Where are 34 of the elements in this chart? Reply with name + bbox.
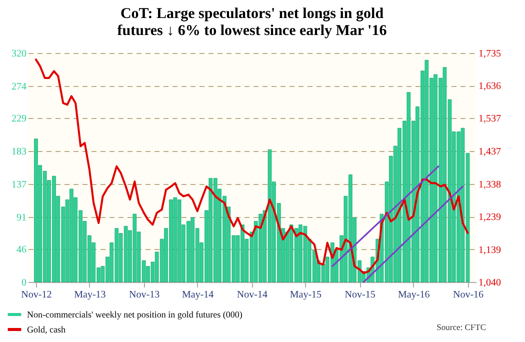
bar	[34, 138, 38, 282]
y2-tick-label: 1,338	[478, 179, 501, 190]
x-tick-label: May-13	[74, 290, 106, 300]
y-tick-label: 183	[12, 146, 26, 158]
y-tick-label: 274	[12, 81, 26, 92]
line-series	[34, 58, 469, 274]
y2-tick-label: 1,139	[478, 244, 501, 256]
y-tick-label: 0	[22, 278, 26, 288]
y2-tick-label: 1,040	[478, 278, 501, 288]
x-tick-label: Nov-16	[452, 290, 484, 300]
x-tick-label: May-15	[290, 290, 322, 300]
chart-title: CoT: Large speculators' net longs in gold futures ↓ 6% to lowest since early Mar '16	[117, 6, 388, 39]
bar	[70, 188, 74, 282]
x-tick-label: May-16	[398, 290, 430, 300]
y-tick-label: 137	[12, 179, 26, 190]
y2-tick-label: 1,735	[478, 48, 501, 60]
y-tick-label: 46	[16, 244, 26, 256]
source-note: Source: CFTC	[436, 322, 486, 332]
y2-tick-label: 1,537	[478, 114, 501, 125]
bar	[177, 200, 182, 282]
y2-tick-label: 1,239	[478, 212, 501, 223]
y2-tick-label: 1,437	[478, 146, 501, 158]
y-tick-label: 320	[12, 48, 26, 60]
legend-label: Non-commercials' weekly net position in gold futures (000)	[27, 310, 242, 320]
x-tick-label: Nov-14	[236, 290, 268, 300]
x-tick-label: May-14	[182, 290, 214, 300]
x-tick-label: Nov-13	[129, 290, 160, 300]
x-tick-label: Nov-12	[21, 290, 52, 300]
y-tick-label: 91	[16, 212, 26, 224]
bar	[173, 197, 178, 282]
y-tick-label: 229	[12, 114, 26, 125]
x-tick-label: Nov-15	[344, 290, 376, 300]
y2-tick-label: 1,636	[478, 81, 501, 92]
legend-label: Gold, cash	[27, 324, 66, 334]
